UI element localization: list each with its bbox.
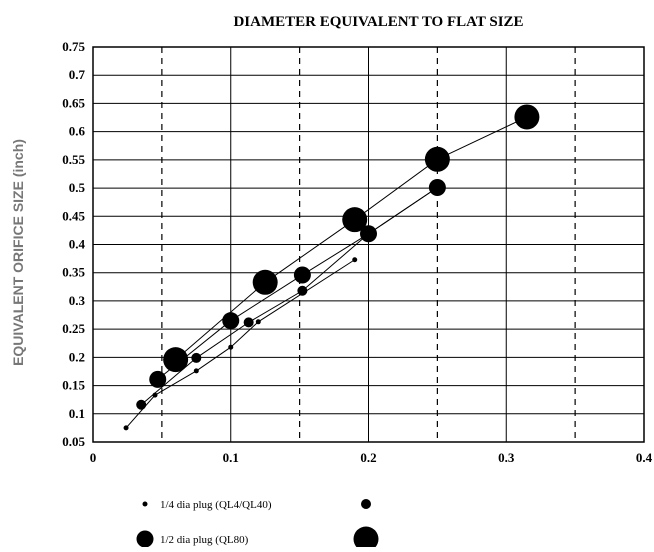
data-point-xlarge xyxy=(163,347,189,373)
y-tick-label: 0.65 xyxy=(62,95,85,110)
y-axis-label: EQUIVALENT ORIFICE SIZE (inch) xyxy=(10,139,26,366)
data-point-small xyxy=(123,425,129,431)
data-point-large xyxy=(222,312,240,330)
data-point-xlarge xyxy=(252,269,278,295)
data-point-medium xyxy=(243,317,254,328)
y-tick-label: 0.15 xyxy=(62,378,85,393)
legend-label: 1/2 dia plug (QL80) xyxy=(160,534,249,546)
y-tick-label: 0.5 xyxy=(69,180,86,195)
x-tick-label: 0.1 xyxy=(223,450,239,465)
data-point-large xyxy=(360,225,377,243)
legend-marker-small xyxy=(142,501,148,507)
data-point-xlarge xyxy=(342,207,368,233)
data-point-small xyxy=(152,392,158,398)
y-tick-label: 0.05 xyxy=(62,434,85,449)
data-point-xlarge xyxy=(424,146,450,172)
data-point-small xyxy=(255,319,261,325)
data-point-medium xyxy=(136,399,147,410)
y-tick-label: 0.45 xyxy=(62,208,85,223)
chart-title: DIAMETER EQUIVALENT TO FLAT SIZE xyxy=(233,14,523,30)
data-point-large xyxy=(149,370,167,388)
y-tick-label: 0.3 xyxy=(69,293,86,308)
y-tick-label: 0.25 xyxy=(62,321,85,336)
data-point-small xyxy=(193,368,199,374)
y-tick-label: 0.55 xyxy=(62,152,85,167)
data-point-large xyxy=(293,266,311,284)
y-tick-label: 0.35 xyxy=(62,265,85,280)
legend-marker-medium xyxy=(361,499,371,509)
y-tick-label: 0.75 xyxy=(62,39,85,54)
data-point-large xyxy=(428,179,446,197)
data-point-small xyxy=(352,257,358,263)
y-tick-label: 0.4 xyxy=(69,237,86,252)
y-tick-label: 0.7 xyxy=(69,67,86,82)
y-tick-label: 0.2 xyxy=(69,349,85,364)
legend-label: 1/4 dia plug (QL4/QL40) xyxy=(160,499,272,511)
x-tick-label: 0.3 xyxy=(498,450,515,465)
y-tick-label: 0.1 xyxy=(69,406,85,421)
x-tick-label: 0.4 xyxy=(636,450,653,465)
y-tick-label: 0.6 xyxy=(69,124,86,139)
legend-marker-xlarge xyxy=(353,526,379,552)
x-tick-label: 0.2 xyxy=(360,450,376,465)
data-point-small xyxy=(228,344,234,350)
data-point-medium xyxy=(297,285,308,296)
x-tick-label: 0 xyxy=(90,450,97,465)
series-line-small xyxy=(125,259,355,429)
data-point-xlarge xyxy=(514,104,540,130)
legend-marker-large xyxy=(136,530,154,548)
data-point-medium xyxy=(191,352,202,363)
plot-frame xyxy=(92,46,645,443)
